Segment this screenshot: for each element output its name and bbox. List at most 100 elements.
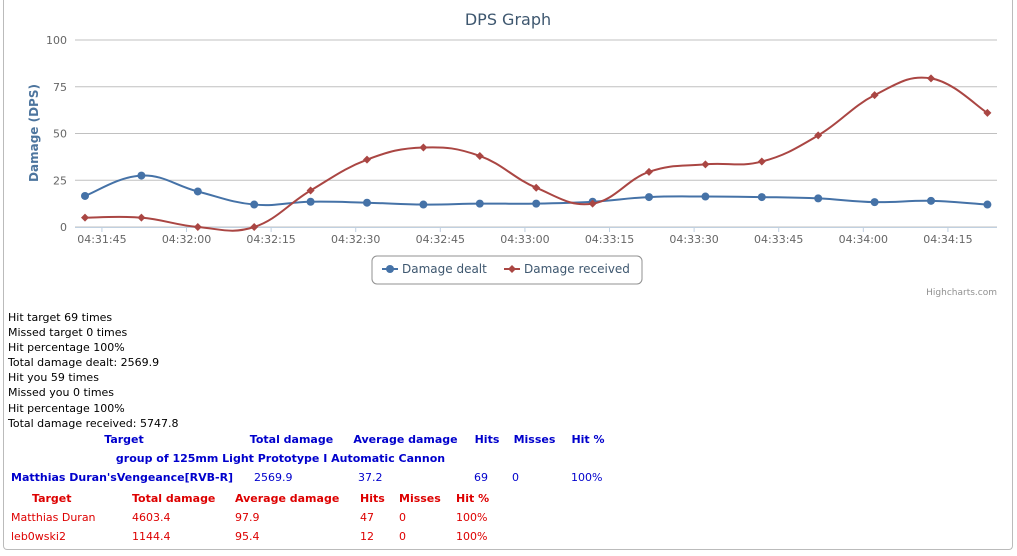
hits: 12 [360, 530, 374, 543]
credits-link: Highcharts.com [926, 288, 997, 298]
hits: 69 [474, 471, 488, 484]
average-damage: 37.2 [358, 471, 383, 484]
x-tick-label: 04:33:45 [754, 233, 803, 246]
y-tick-label: 75 [53, 81, 67, 94]
total-damage: 1144.4 [132, 530, 171, 543]
damage-received-table: Target Total damage Average damage Hits … [8, 489, 506, 546]
total-damage: 2569.9 [254, 471, 293, 484]
stat-line: Missed target 0 times [8, 326, 128, 340]
y-tick-label: 25 [53, 174, 67, 187]
damage-dealt-point [306, 197, 315, 206]
x-tick-label: 04:33:15 [585, 233, 634, 246]
total-damage: 4603.4 [132, 511, 171, 524]
damage-dealt-table: Target Total damage Average damage Hits … [8, 430, 613, 487]
misses: 0 [399, 530, 406, 543]
x-tick-label: 04:34:00 [839, 233, 888, 246]
damage-received-point [645, 167, 653, 176]
x-tick-label: 04:34:15 [923, 233, 972, 246]
damage-received-point [306, 186, 315, 195]
damage-received-point [137, 213, 146, 222]
damage-received-point [81, 213, 89, 222]
target-name: Matthias Duran'sVengeance[RVB-R] [11, 471, 234, 484]
y-tick-label: 100 [46, 34, 67, 47]
damage-dealt-point [193, 187, 202, 196]
damage-dealt-point [532, 199, 541, 208]
stats-list: Hit target 69 times Missed target 0 time… [8, 310, 178, 431]
damage-received-point [532, 183, 541, 192]
y-tick-label: 0 [60, 221, 67, 234]
col-hit-pct: Hit % [456, 492, 490, 505]
col-target: Target [32, 492, 72, 505]
damage-dealt-point [250, 200, 259, 209]
col-target: Target [104, 433, 144, 446]
damage-dealt-point [870, 198, 879, 207]
hit-pct: 100% [456, 530, 488, 543]
misses: 0 [399, 511, 406, 524]
col-hits: Hits [474, 433, 500, 446]
weapon-group: group of 125mm Light Prototype I Automat… [115, 452, 446, 465]
x-tick-label: 04:32:45 [416, 233, 465, 246]
stat-line: Hit percentage 100% [8, 401, 125, 415]
damage-received-point [814, 131, 823, 140]
col-misses: Misses [513, 433, 556, 446]
hit-pct: 100% [456, 511, 488, 524]
legend-damage-dealt-label: Damage dealt [402, 262, 487, 276]
group-row: group of 125mm Light Prototype I Automat… [8, 449, 613, 468]
dps-chart: DPS Graph 0 25 50 75 100 Damage (DPS) 04:31:45 0… [27, 10, 997, 298]
damage-received-point [870, 91, 879, 100]
hits: 47 [360, 511, 374, 524]
damage-dealt-point [645, 193, 653, 202]
x-tick-label: 04:32:30 [331, 233, 380, 246]
damage-dealt-point [363, 198, 371, 207]
stat-line: Total damage dealt: 2569.9 [8, 356, 160, 370]
damage-received-point [983, 108, 992, 117]
damage-received-point [701, 160, 710, 169]
damage-dealt-point [927, 196, 935, 205]
stat-line: Hit you 59 times [8, 371, 99, 385]
x-tick-label: 04:33:00 [500, 233, 549, 246]
legend-damage-received-label: Damage received [524, 262, 630, 276]
damage-received-point [419, 143, 428, 152]
damage-dealt-point [81, 191, 89, 200]
damage-received-point [927, 74, 935, 83]
damage-received-point [588, 199, 597, 208]
table-row: Matthias Duran 4603.4 97.9 47 0 100% [8, 508, 506, 527]
table-row: Matthias Duran'sVengeance[RVB-R] 2569.9 … [8, 468, 613, 487]
misses: 0 [512, 471, 519, 484]
chart-title: DPS Graph [465, 10, 551, 29]
damage-dealt-point [983, 200, 992, 209]
average-damage: 95.4 [235, 530, 260, 543]
col-average-damage: Average damage [353, 433, 458, 446]
x-tick-label: 04:31:45 [77, 233, 126, 246]
x-tick-label: 04:32:15 [246, 233, 295, 246]
stat-line: Hit target 69 times [8, 311, 113, 324]
damage-dealt-point [475, 199, 484, 208]
damage-received-point [250, 223, 259, 231]
stat-line: Hit percentage 100% [8, 341, 125, 355]
damage-received-point [475, 151, 484, 160]
damage-dealt-point [419, 200, 428, 209]
damage-received-line [84, 76, 988, 232]
damage-dealt-point [757, 193, 766, 202]
legend-damage-received-marker [508, 265, 516, 273]
damage-dealt-point [701, 192, 710, 201]
x-tick-label: 04:33:30 [669, 233, 718, 246]
stat-line: Missed you 0 times [8, 386, 115, 400]
col-hit-pct: Hit % [571, 433, 605, 446]
damage-received-point [757, 157, 766, 166]
y-axis-title: Damage (DPS) [27, 84, 41, 182]
hit-pct: 100% [571, 471, 603, 484]
average-damage: 97.9 [235, 511, 260, 524]
damage-dealt-point [137, 171, 146, 180]
page-frame [3, 0, 1013, 550]
stat-line: Total damage received: 5747.8 [8, 416, 179, 430]
y-tick-label: 50 [53, 128, 67, 141]
damage-received-point [193, 223, 202, 231]
table-row: leb0wski2 1144.4 95.4 12 0 100% [8, 527, 506, 546]
table-header-row: Target Total damage Average damage Hits … [8, 489, 506, 508]
col-average-damage: Average damage [235, 492, 340, 505]
target-name: leb0wski2 [11, 530, 66, 543]
target-name: Matthias Duran [11, 511, 96, 524]
damage-received-point [363, 155, 371, 164]
col-hits: Hits [360, 492, 385, 505]
